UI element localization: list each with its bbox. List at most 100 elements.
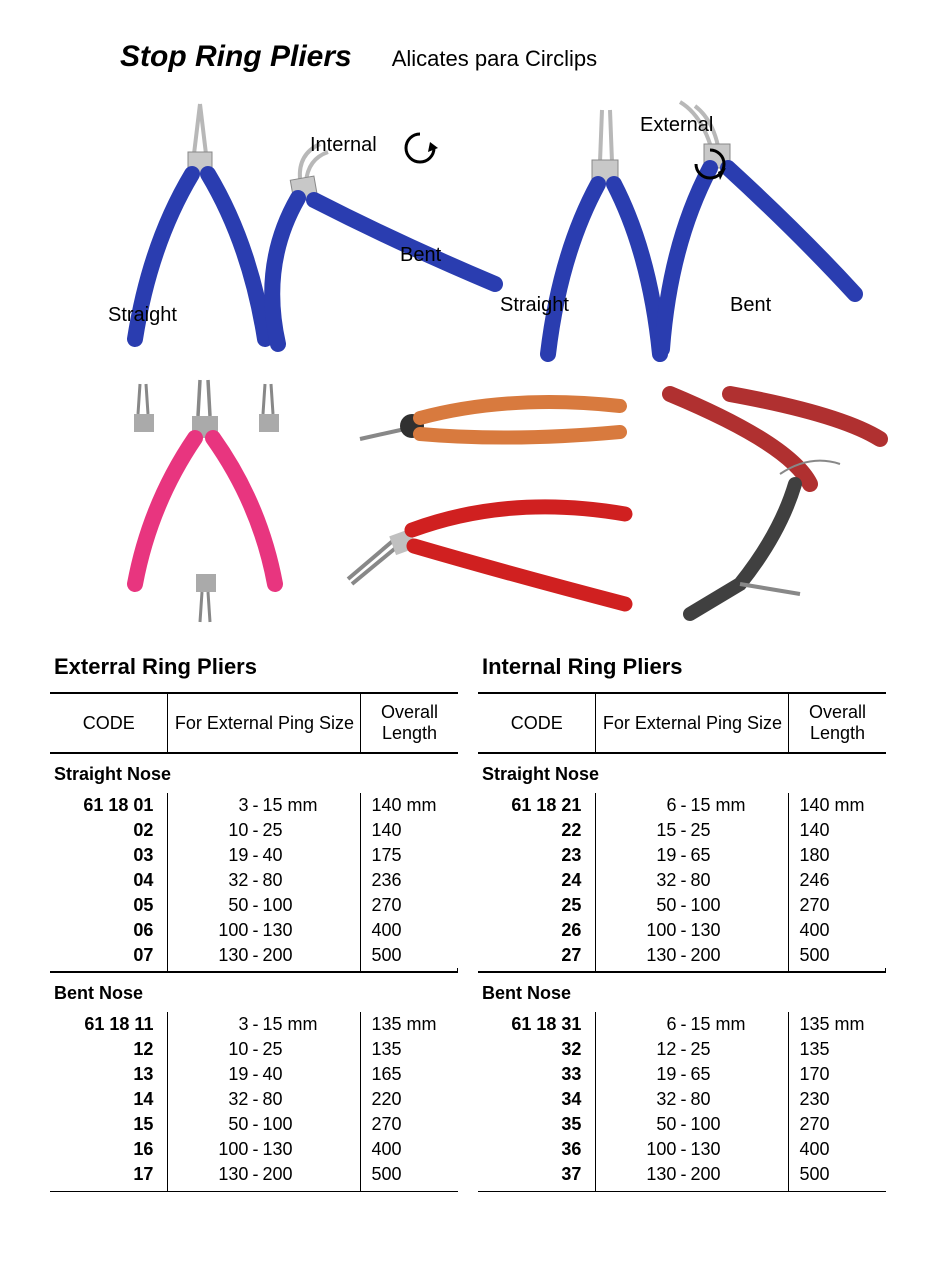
cell: 270 — [789, 893, 886, 918]
table-row: 16100-130400 — [50, 1137, 458, 1162]
cell: 14 — [50, 1087, 168, 1112]
col-length: Overall Length — [361, 693, 458, 753]
label-straight-1: Straight — [108, 304, 177, 327]
cell: 32 — [478, 1037, 596, 1062]
illustration-top: Internal External Straight Bent Straight… — [50, 94, 886, 364]
arrow-internal-icon — [400, 128, 440, 164]
cell: 100-130 — [596, 918, 789, 943]
section-header: Straight Nose — [50, 753, 458, 793]
table-row: 2550-100270 — [478, 893, 886, 918]
table-row: 1550-100270 — [50, 1112, 458, 1137]
cell: 33 — [478, 1062, 596, 1087]
data-table-external: CODE For External Ping Size Overall Leng… — [50, 692, 458, 1192]
table-row: 61 18 113-15 mm135 mm — [50, 1012, 458, 1037]
table-row: 2319-65180 — [478, 843, 886, 868]
section-header: Straight Nose — [478, 753, 886, 793]
data-table-internal: CODE For External Ping Size Overall Leng… — [478, 692, 886, 1192]
cell: 17 — [50, 1162, 168, 1187]
cell: 61 18 21 — [478, 793, 596, 818]
cell: 04 — [50, 868, 168, 893]
table-row: 0550-100270 — [50, 893, 458, 918]
cell: 3-15 mm — [168, 1012, 361, 1037]
plier-dark-bent — [640, 384, 900, 624]
cell: 500 — [789, 1162, 886, 1187]
cell: 50-100 — [596, 893, 789, 918]
cell: 135 — [361, 1037, 458, 1062]
table-row: 1319-40165 — [50, 1062, 458, 1087]
cell: 130-200 — [596, 943, 789, 968]
table-row: 06100-130400 — [50, 918, 458, 943]
cell: 15-25 — [596, 818, 789, 843]
table-row: 0432-80236 — [50, 868, 458, 893]
cell: 130-200 — [168, 943, 361, 968]
col-length: Overall Length — [789, 693, 886, 753]
table-row: 3212-25135 — [478, 1037, 886, 1062]
cell: 19-65 — [596, 843, 789, 868]
table-title-internal: Internal Ring Pliers — [478, 654, 886, 680]
table-row: 0210-25140 — [50, 818, 458, 843]
illustration-bottom — [50, 374, 886, 634]
cell: 16 — [50, 1137, 168, 1162]
table-row: 2432-80246 — [478, 868, 886, 893]
cell: 05 — [50, 893, 168, 918]
cell: 140 — [361, 818, 458, 843]
cell: 500 — [361, 943, 458, 968]
cell: 19-65 — [596, 1062, 789, 1087]
cell: 140 mm — [789, 793, 886, 818]
plier-red — [340, 484, 640, 624]
plier-set-pink — [100, 374, 320, 634]
col-code: CODE — [50, 693, 168, 753]
cell: 270 — [361, 893, 458, 918]
cell: 61 18 31 — [478, 1012, 596, 1037]
cell: 24 — [478, 868, 596, 893]
cell: 100-130 — [596, 1137, 789, 1162]
table-row: 0319-40175 — [50, 843, 458, 868]
cell: 32-80 — [596, 1087, 789, 1112]
table-row: 26100-130400 — [478, 918, 886, 943]
cell: 100-130 — [168, 1137, 361, 1162]
table-row: 17130-200500 — [50, 1162, 458, 1187]
table-row: 07130-200500 — [50, 943, 458, 968]
table-row: 36100-130400 — [478, 1137, 886, 1162]
table-row: 3550-100270 — [478, 1112, 886, 1137]
label-straight-2: Straight — [500, 294, 569, 317]
table-row: 3432-80230 — [478, 1087, 886, 1112]
cell: 10-25 — [168, 818, 361, 843]
cell: 165 — [361, 1062, 458, 1087]
cell: 100-130 — [168, 918, 361, 943]
cell: 135 — [789, 1037, 886, 1062]
page-title: Stop Ring Pliers — [120, 40, 352, 74]
arrow-external-icon — [690, 144, 730, 180]
section-header: Bent Nose — [50, 972, 458, 1012]
cell: 12-25 — [596, 1037, 789, 1062]
cell: 135 mm — [789, 1012, 886, 1037]
label-bent-2: Bent — [730, 294, 771, 317]
table-row: 2215-25140 — [478, 818, 886, 843]
cell: 50-100 — [168, 1112, 361, 1137]
table-row: 27130-200500 — [478, 943, 886, 968]
cell: 25 — [478, 893, 596, 918]
cell: 140 — [789, 818, 886, 843]
cell: 06 — [50, 918, 168, 943]
cell: 170 — [789, 1062, 886, 1087]
cell: 12 — [50, 1037, 168, 1062]
cell: 10-25 — [168, 1037, 361, 1062]
table-row: 61 18 216-15 mm140 mm — [478, 793, 886, 818]
cell: 230 — [789, 1087, 886, 1112]
cell: 50-100 — [596, 1112, 789, 1137]
cell: 32-80 — [168, 1087, 361, 1112]
cell: 02 — [50, 818, 168, 843]
table-title-external: Exterral Ring Pliers — [50, 654, 458, 680]
cell: 50-100 — [168, 893, 361, 918]
cell: 26 — [478, 918, 596, 943]
cell: 6-15 mm — [596, 793, 789, 818]
cell: 19-40 — [168, 1062, 361, 1087]
col-size: For External Ping Size — [168, 693, 361, 753]
cell: 6-15 mm — [596, 1012, 789, 1037]
cell: 270 — [361, 1112, 458, 1137]
table-external: Exterral Ring Pliers CODE For External P… — [50, 654, 458, 1192]
cell: 220 — [361, 1087, 458, 1112]
label-external: External — [640, 114, 713, 137]
cell: 400 — [789, 1137, 886, 1162]
cell: 61 18 11 — [50, 1012, 168, 1037]
